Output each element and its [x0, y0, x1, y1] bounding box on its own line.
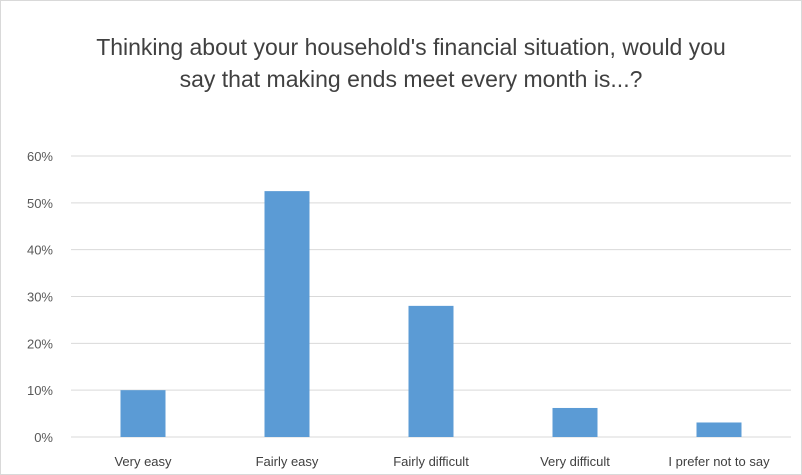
bar-fairly-easy	[264, 191, 310, 437]
x-tick-label: Fairly easy	[256, 454, 319, 469]
x-tick-label: Fairly difficult	[393, 454, 469, 469]
y-tick-label: 40%	[27, 243, 53, 258]
y-tick-label: 30%	[27, 290, 53, 305]
chart-title: Thinking about your household's financia…	[96, 34, 726, 92]
y-axis-ticks: 0% 10% 20% 30% 40% 50% 60%	[27, 149, 53, 445]
y-tick-label: 20%	[27, 336, 53, 351]
bar-fairly-difficult	[408, 305, 454, 437]
bars	[120, 191, 742, 437]
x-tick-label: I prefer not to say	[668, 454, 770, 469]
x-tick-label: Very easy	[114, 454, 172, 469]
x-axis-labels: Very easy Fairly easy Fairly difficult Very…	[114, 454, 770, 469]
y-tick-label: 50%	[27, 196, 53, 211]
bar-very-easy	[120, 390, 166, 437]
y-tick-label: 0%	[34, 430, 53, 445]
x-tick-label: Very difficult	[540, 454, 610, 469]
y-tick-label: 60%	[27, 149, 53, 164]
y-tick-label: 10%	[27, 383, 53, 398]
bar-very-difficult	[552, 407, 598, 437]
bar-i-prefer-not-to-say	[696, 422, 742, 437]
